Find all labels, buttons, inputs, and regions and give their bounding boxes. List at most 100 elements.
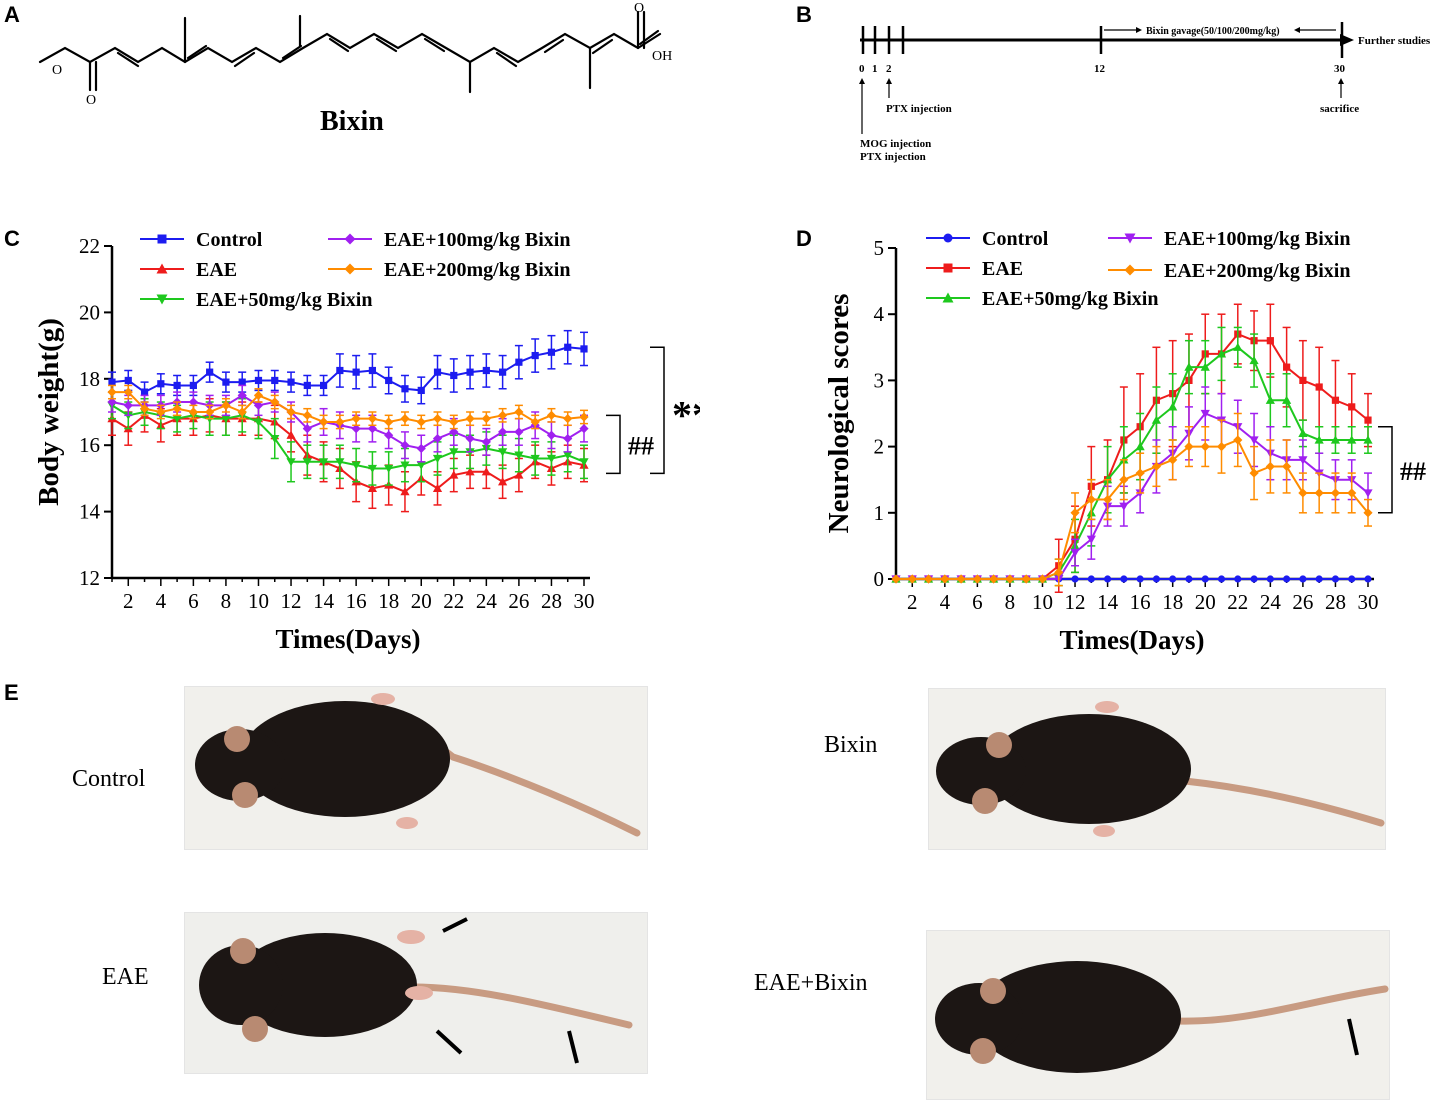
chart-c-x-tick-label: 12 xyxy=(281,589,302,613)
chart-c-series-control-point xyxy=(401,385,409,393)
chart-c-series-b200-point xyxy=(400,414,410,424)
chart-c-series-b200-point xyxy=(546,410,557,420)
chart-c-significance-label: ## xyxy=(628,431,654,460)
chart-c-series-b50-point xyxy=(270,434,280,444)
chart-c-series-control-point xyxy=(124,376,132,385)
chart-c-y-tick-label: 16 xyxy=(79,433,100,457)
chart-c-y-axis-label: Body weight(g) xyxy=(33,318,65,506)
chart-d-series-b200-point xyxy=(1005,574,1015,584)
chart-c-series-b100-point xyxy=(384,430,394,440)
chart-c-significance-bracket xyxy=(650,346,665,475)
timeline-tick-1: 1 xyxy=(872,63,878,75)
chart-c-x-tick-label: 8 xyxy=(221,589,232,613)
chart-d-series-b200-point xyxy=(1298,488,1308,498)
chart-c-series-b200-point xyxy=(416,417,426,427)
chart-c-series-b100-point xyxy=(579,424,589,434)
chart-d-series-b200-point xyxy=(1314,488,1324,498)
chart-c-series-control-point xyxy=(140,388,149,396)
chart-c-series-b50-point xyxy=(416,461,426,470)
chart-d-legend-label-b50: EAE+50mg/kg Bixin xyxy=(982,288,1158,310)
chart-c-series-control-point xyxy=(564,343,572,351)
chart-d-series-b200-point xyxy=(1330,488,1341,498)
chart-c-series-control-point xyxy=(254,376,263,385)
chart-d-y-tick-label: 5 xyxy=(874,236,885,260)
chart-c-series-b200-point xyxy=(481,414,491,424)
chart-d-series-b200-point xyxy=(1233,435,1243,445)
photo-label-bixin: Bixin xyxy=(824,732,878,758)
chart-d-series-control-point xyxy=(1250,575,1258,583)
chart-c-series-b100-point xyxy=(481,437,491,447)
chart-d-x-tick-label: 4 xyxy=(940,590,951,614)
chart-c-legend-marker-control xyxy=(157,234,167,244)
photo-control-mouse xyxy=(184,686,648,850)
chart-c-series-b50-point xyxy=(563,451,573,460)
chart-c-series-control-point xyxy=(319,381,328,390)
chart-c-y-tick-label: 18 xyxy=(79,367,100,391)
chart-c-x-tick-label: 24 xyxy=(476,589,498,613)
chart-c-series-eae-point xyxy=(400,487,410,496)
timeline-tick-2: 2 xyxy=(886,63,892,75)
chart-c-series-control-point xyxy=(303,381,311,390)
chart-c-series-control-point xyxy=(547,348,556,356)
chart-c-x-tick-label: 18 xyxy=(378,589,399,613)
chart-d-x-tick-label: 16 xyxy=(1130,590,1151,614)
chart-d-series-b200-point xyxy=(1200,442,1210,452)
chart-c-series-control-point xyxy=(466,368,474,376)
chart-c-series-control-point xyxy=(482,366,490,375)
chart-d-series-b50-point xyxy=(1298,428,1308,437)
chart-c-series-eae-point xyxy=(432,483,443,492)
chart-d-series-b200-point xyxy=(1102,494,1113,505)
chart-d-x-tick-label: 28 xyxy=(1325,590,1346,614)
chart-d-series-b50-point xyxy=(1233,342,1243,351)
chart-d-series-control-point xyxy=(1315,575,1323,583)
chart-d-series-eae-point xyxy=(1283,363,1291,371)
chart-d-series-b100-point xyxy=(1086,535,1096,544)
atom-o-ester: O xyxy=(52,63,62,78)
chart-c-series-eae-point xyxy=(481,467,491,476)
chart-d-series-eae-point xyxy=(1315,383,1323,391)
chart-c-series-b50-point xyxy=(302,458,312,467)
chart-c-series-b50-point xyxy=(400,461,410,470)
chart-c-x-tick-label: 14 xyxy=(313,589,335,613)
chart-c-x-tick-label: 30 xyxy=(574,589,595,613)
photo-eae-mouse xyxy=(184,912,648,1074)
chart-d-series-b50-point xyxy=(1314,435,1324,444)
chart-d-series-control-point xyxy=(1348,575,1356,583)
chart-d-legend-marker-b100 xyxy=(1124,233,1136,244)
chart-c-series-b50-point xyxy=(286,458,296,467)
chart-c-x-tick-label: 20 xyxy=(411,589,432,613)
panel-label-e: E xyxy=(4,680,19,705)
chart-c-legend-label-eae: EAE xyxy=(196,259,237,281)
chart-d-series-b200-point xyxy=(1054,567,1064,577)
chart-d-series-b200-point xyxy=(891,574,901,584)
chart-c-legend-label-control: Control xyxy=(196,229,263,251)
chart-d-y-tick-label: 0 xyxy=(874,567,885,591)
chart-c-series-b200-point xyxy=(465,414,475,424)
chart-c-series-eae-point xyxy=(367,483,378,492)
chart-c-series-b50-point xyxy=(546,454,557,464)
chart-c-series-control-point xyxy=(173,381,181,390)
chart-c-series-eae-point xyxy=(514,470,524,479)
photo-label-control: Control xyxy=(72,766,146,792)
chart-c-y-tick-label: 22 xyxy=(79,234,100,258)
chart-d-x-tick-label: 8 xyxy=(1005,590,1016,614)
chart-d-series-b100-point xyxy=(1298,456,1308,465)
chart-c-legend-label-b100: EAE+100mg/kg Bixin xyxy=(384,229,570,251)
chart-c-series-control-point xyxy=(385,376,393,385)
chart-c-series-b50-point xyxy=(449,448,459,457)
chart-d-series-b200-point xyxy=(1021,574,1031,584)
chart-c-series-b200-point xyxy=(253,390,264,400)
chart-c-series-b100-point xyxy=(465,433,475,444)
chart-d-series-b50-point xyxy=(1249,355,1259,365)
chart-d-series-b200-point xyxy=(1070,508,1080,518)
chart-c-series-b50-point xyxy=(384,464,394,474)
chart-d-series-b100-point xyxy=(1363,489,1373,498)
chart-d-series-b50-line xyxy=(896,346,1368,580)
chart-c-series-control-point xyxy=(352,368,360,376)
chart-d-series-b100-point xyxy=(1200,409,1210,419)
chart-d-x-tick-label: 6 xyxy=(972,590,983,614)
chart-c-series-control-point xyxy=(222,378,230,386)
timeline-sacrifice: sacrifice xyxy=(1320,103,1359,115)
chart-d-series-b100-line xyxy=(896,412,1369,580)
chart-c-series-b50-point xyxy=(367,464,378,474)
